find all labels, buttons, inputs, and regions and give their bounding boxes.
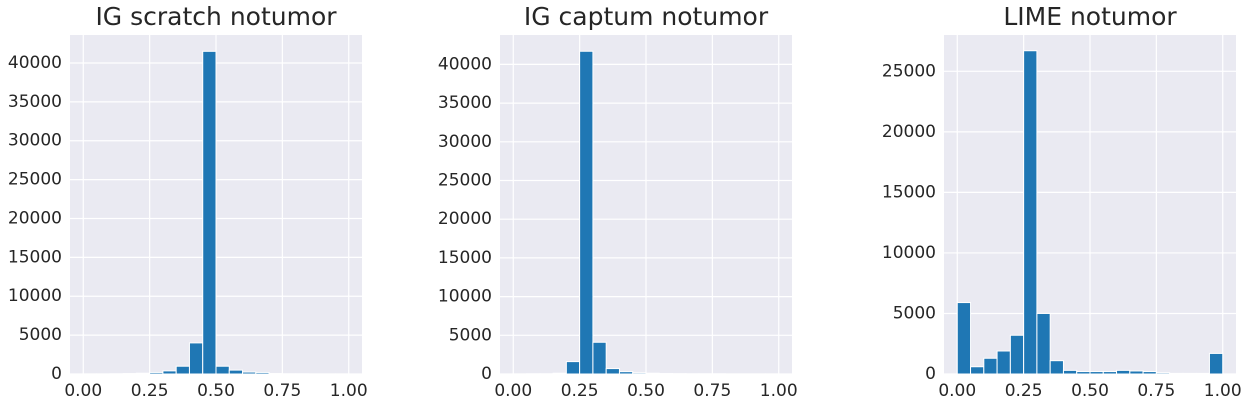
y-tick-label: 40000 <box>8 53 62 73</box>
bar <box>1155 372 1171 375</box>
bar <box>1195 372 1210 375</box>
x-tick-label: 0.00 <box>64 381 102 401</box>
bar <box>149 371 164 375</box>
y-tick-label: 10000 <box>438 287 492 307</box>
y-tick-label: 15000 <box>438 248 492 268</box>
chart-title: IG scratch notumor <box>95 2 337 31</box>
y-tick-label: 35000 <box>8 92 62 112</box>
bar <box>1062 369 1078 375</box>
x-tick-label: 1.00 <box>330 381 368 401</box>
y-tick-label: 10000 <box>882 243 936 263</box>
y-tick-label: 20000 <box>882 122 936 142</box>
chart-title: IG captum notumor <box>524 2 769 31</box>
y-tick-label: 5000 <box>19 325 62 345</box>
bar <box>1102 371 1118 375</box>
y-tick-label: 0 <box>481 364 492 384</box>
chart-title: LIME notumor <box>1003 2 1177 31</box>
y-tick-label: 25000 <box>438 171 492 191</box>
bar <box>632 372 647 375</box>
bar <box>579 50 594 375</box>
x-tick-label: 0.25 <box>131 381 169 401</box>
y-tick-label: 15000 <box>8 247 62 267</box>
bar <box>970 366 985 375</box>
bar <box>605 368 620 375</box>
y-tick-label: 10000 <box>8 286 62 306</box>
y-tick-label: 40000 <box>438 54 492 74</box>
y-tick-label: 20000 <box>438 209 492 229</box>
y-tick-label: 0 <box>925 364 936 384</box>
y-tick-label: 30000 <box>438 132 492 152</box>
y-tick-label: 30000 <box>8 131 62 151</box>
x-tick-label: 0.50 <box>627 381 665 401</box>
y-tick-label: 5000 <box>449 325 492 345</box>
y-tick-label: 15000 <box>882 182 936 202</box>
bar <box>618 371 634 375</box>
bar <box>1169 372 1184 375</box>
x-tick-label: 0.50 <box>1071 381 1109 401</box>
y-tick-label: 20000 <box>8 208 62 228</box>
x-tick-label: 1.00 <box>1204 381 1242 401</box>
y-tick-label: 35000 <box>438 93 492 113</box>
x-tick-label: 0.75 <box>693 381 731 401</box>
bar <box>135 372 151 375</box>
bar <box>1049 360 1064 375</box>
bar <box>592 341 607 375</box>
x-tick-label: 0.00 <box>494 381 532 401</box>
bar <box>1089 371 1104 375</box>
y-tick-label: 25000 <box>882 61 936 81</box>
x-tick-label: 0.50 <box>197 381 235 401</box>
bar <box>188 342 204 375</box>
x-tick-label: 0.25 <box>1005 381 1043 401</box>
x-tick-label: 0.75 <box>263 381 301 401</box>
bar <box>645 372 660 375</box>
y-tick-label: 25000 <box>8 170 62 190</box>
y-tick-label: 0 <box>51 364 62 384</box>
x-tick-label: 1.00 <box>760 381 798 401</box>
bar <box>215 365 230 375</box>
x-tick-label: 0.00 <box>938 381 976 401</box>
bar <box>1116 369 1131 375</box>
bar <box>565 361 581 375</box>
bar <box>1023 50 1038 375</box>
bar <box>1036 312 1051 375</box>
x-tick-label: 0.25 <box>561 381 599 401</box>
bar <box>1076 371 1091 375</box>
y-tick-label: 5000 <box>893 303 936 323</box>
bar <box>1142 371 1157 375</box>
bar <box>996 350 1011 375</box>
bar <box>552 372 567 375</box>
bar <box>175 365 190 375</box>
bar <box>1129 370 1144 375</box>
x-tick-label: 0.75 <box>1137 381 1175 401</box>
bar <box>956 302 972 375</box>
bar <box>1009 334 1025 375</box>
bar <box>1182 372 1197 375</box>
bar <box>255 371 270 375</box>
bar <box>1208 352 1224 375</box>
bar <box>242 371 257 375</box>
bar <box>228 369 244 375</box>
bar <box>162 370 177 375</box>
bar <box>202 50 217 375</box>
bar <box>983 357 998 375</box>
